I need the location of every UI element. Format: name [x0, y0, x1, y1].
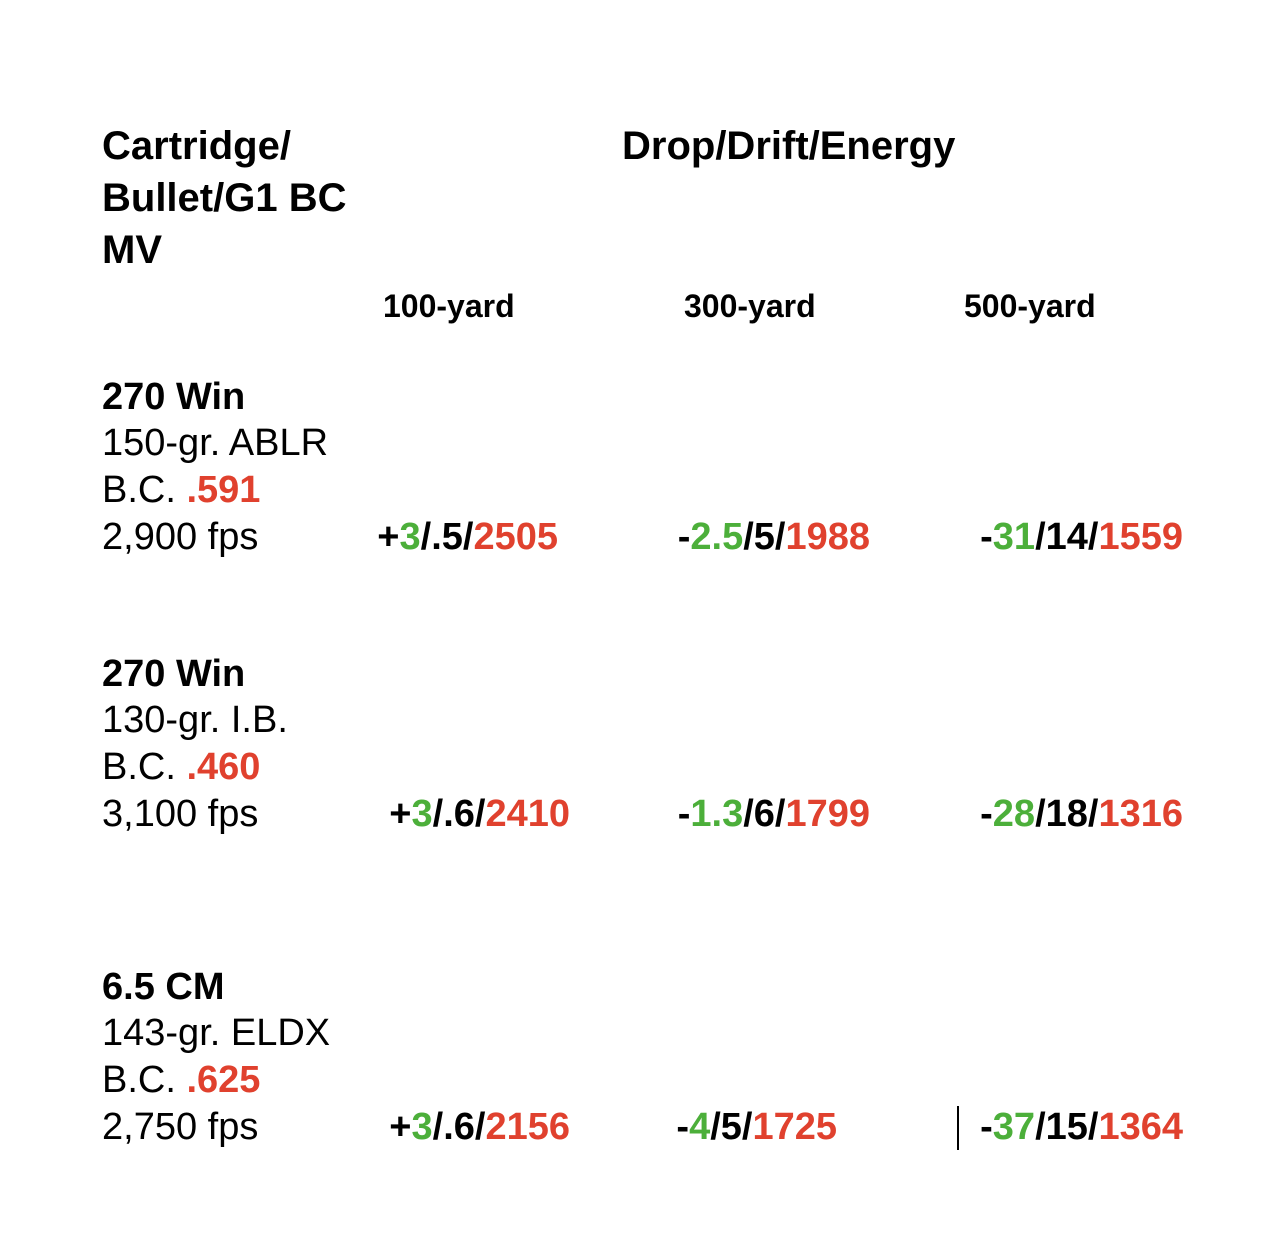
drift-value: /6/	[743, 793, 786, 835]
energy-value: 1725	[752, 1106, 837, 1148]
header-cartridge-label: Cartridge/	[102, 124, 291, 168]
ballistic-coefficient: B.C. .460	[102, 744, 288, 791]
cartridge-name: 270 Win	[102, 376, 246, 418]
drop-value: 2.5	[690, 516, 744, 558]
sign: +	[389, 793, 412, 835]
energy-value: 2156	[485, 1106, 570, 1148]
header-drop-drift-energy: Drop/Drift/Energy	[622, 124, 956, 168]
ballistics-cell-100-yard: +3/.6/2156	[389, 1104, 570, 1150]
muzzle-velocity: 3,100 fps	[102, 793, 259, 835]
energy-value: 2410	[485, 793, 570, 835]
drift-value: /.5/	[420, 516, 474, 558]
energy-value: 1559	[1098, 516, 1183, 558]
energy-value: 2505	[473, 516, 558, 558]
drop-value: 37	[992, 1106, 1036, 1148]
bullet-type: 143-gr. ELDX	[102, 1012, 331, 1054]
energy-value: 1316	[1098, 793, 1183, 835]
drop-value: 31	[992, 516, 1036, 558]
drop-value: 3	[411, 1106, 433, 1148]
sign: -	[980, 516, 993, 558]
drift-value: /5/	[710, 1106, 753, 1148]
column-header-100-yard: 100-yard	[383, 288, 515, 324]
header-mv-label: MV	[102, 228, 162, 272]
muzzle-velocity: 2,750 fps	[102, 1106, 259, 1148]
header-bullet-bc-label: Bullet/G1 BC	[102, 176, 347, 220]
bc-value: .591	[186, 469, 261, 511]
ballistics-cell-300-yard: -4/5/1725	[676, 1104, 837, 1150]
text-cursor	[957, 1106, 959, 1150]
drift-value: /14/	[1035, 516, 1099, 558]
drift-value: /15/	[1035, 1106, 1099, 1148]
cartridge-name: 6.5 CM	[102, 966, 225, 1008]
ballistics-cell-500-yard: -31/14/1559	[980, 514, 1183, 560]
cartridge-block-2: 270 Win 130-gr. I.B. B.C. .460 3,100 fps	[102, 651, 288, 838]
drift-value: /5/	[743, 516, 786, 558]
ballistics-cell-500-yard: -28/18/1316	[980, 791, 1183, 837]
column-header-300-yard: 300-yard	[684, 288, 816, 324]
bc-label: B.C.	[102, 469, 187, 511]
drop-value: 3	[411, 793, 433, 835]
ballistic-coefficient: B.C. .625	[102, 1057, 330, 1104]
ballistics-cell-500-yard: -37/15/1364	[980, 1104, 1183, 1150]
sign: -	[676, 1106, 690, 1148]
cartridge-name: 270 Win	[102, 653, 246, 695]
bc-value: .625	[186, 1059, 261, 1101]
drop-value: 28	[992, 793, 1036, 835]
drop-value: 1.3	[690, 793, 744, 835]
cartridge-block-1: 270 Win 150-gr. ABLR B.C. .591 2,900 fps	[102, 374, 328, 561]
drift-value: /.6/	[432, 793, 486, 835]
bullet-type: 150-gr. ABLR	[102, 422, 329, 464]
drop-value: 3	[399, 516, 421, 558]
bc-value: .460	[186, 746, 261, 788]
ballistics-cell-300-yard: -2.5/5/1988	[678, 514, 870, 560]
ballistics-cell-100-yard: +3/.6/2410	[389, 791, 570, 837]
drop-value: 4	[689, 1106, 711, 1148]
column-header-500-yard: 500-yard	[964, 288, 1096, 324]
sign: -	[980, 793, 993, 835]
bullet-type: 130-gr. I.B.	[102, 699, 288, 741]
sign: +	[377, 516, 400, 558]
energy-value: 1988	[785, 516, 870, 558]
sign: +	[389, 1106, 412, 1148]
energy-value: 1799	[785, 793, 870, 835]
sign: -	[980, 1106, 993, 1148]
ballistics-cell-300-yard: -1.3/6/1799	[678, 791, 870, 837]
bc-label: B.C.	[102, 746, 187, 788]
sign: -	[677, 793, 691, 835]
muzzle-velocity: 2,900 fps	[102, 516, 259, 558]
bc-label: B.C.	[102, 1059, 187, 1101]
drift-value: /.6/	[432, 1106, 486, 1148]
ballistic-coefficient: B.C. .591	[102, 467, 328, 514]
cartridge-block-3: 6.5 CM 143-gr. ELDX B.C. .625 2,750 fps	[102, 964, 330, 1151]
drift-value: /18/	[1035, 793, 1099, 835]
sign: -	[677, 516, 691, 558]
energy-value: 1364	[1098, 1106, 1183, 1148]
ballistics-cell-100-yard: +3/.5/2505	[377, 514, 558, 560]
header-left: Cartridge/ Bullet/G1 BC MV	[102, 120, 346, 276]
